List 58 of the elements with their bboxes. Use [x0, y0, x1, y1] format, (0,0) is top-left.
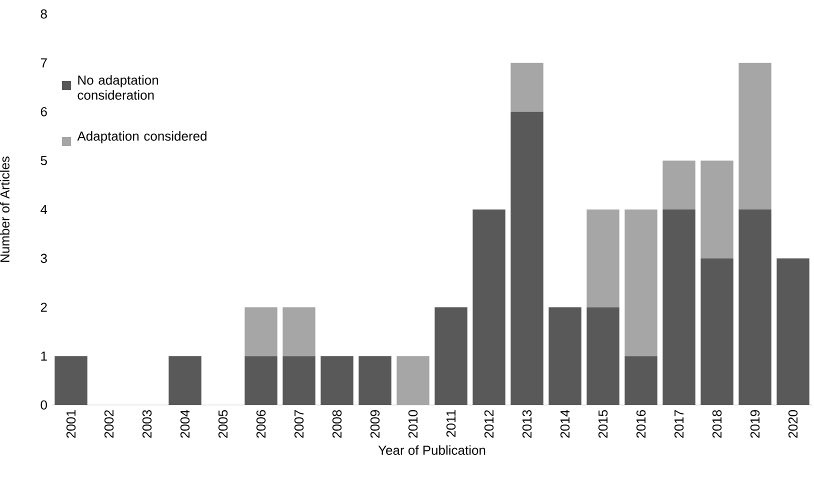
bar — [320, 356, 354, 405]
y-tick-label: 2 — [40, 302, 47, 312]
bar — [244, 307, 278, 356]
bar — [738, 209, 772, 405]
x-tick-label: 2009 — [370, 410, 380, 438]
bar — [624, 356, 658, 405]
x-tick-label: 2001 — [66, 410, 76, 438]
bar — [624, 209, 658, 356]
y-tick-label: 0 — [40, 400, 47, 410]
x-tick-label: 2015 — [598, 410, 608, 438]
x-tick-label: 2019 — [750, 410, 760, 438]
x-tick-label: 2007 — [294, 410, 304, 438]
y-axis-title: Number of Articles — [0, 156, 10, 262]
x-tick-label: 2002 — [104, 410, 114, 438]
bar — [510, 112, 544, 405]
bar — [548, 307, 582, 405]
bar — [282, 307, 316, 356]
x-tick-label: 2013 — [522, 410, 532, 438]
bar — [700, 160, 734, 258]
x-tick-label: 2006 — [256, 410, 266, 438]
bar — [586, 307, 620, 405]
bar — [586, 209, 620, 308]
x-tick-label: 2012 — [484, 410, 494, 438]
bar — [738, 62, 772, 210]
bar — [662, 160, 696, 210]
legend-label: Adaptation considered — [77, 131, 206, 144]
bar — [168, 356, 202, 405]
bar — [396, 356, 430, 405]
y-tick-label: 5 — [40, 156, 47, 166]
x-tick-label: 2010 — [408, 410, 418, 438]
x-tick-label: 2008 — [332, 410, 342, 438]
x-tick-label: 2014 — [560, 410, 570, 438]
bar — [776, 258, 810, 405]
y-tick-label: 6 — [40, 107, 47, 116]
x-tick-label: 2017 — [674, 410, 684, 438]
y-tick-label: 3 — [40, 254, 47, 263]
x-tick-label: 2018 — [712, 410, 722, 438]
x-tick-label: 2020 — [788, 410, 798, 438]
y-tick-label: 4 — [40, 205, 48, 214]
x-axis-title: Year of Publication — [378, 445, 486, 455]
x-tick-label: 2011 — [446, 410, 456, 437]
bar — [700, 258, 734, 405]
x-tick-label: 2003 — [142, 410, 152, 438]
bar — [434, 307, 468, 405]
x-tick-label: 2005 — [218, 410, 228, 438]
x-tick-label: 2004 — [180, 410, 190, 438]
bar — [282, 356, 316, 405]
x-tick-label: 2016 — [636, 410, 646, 438]
bar — [358, 356, 392, 405]
bar — [510, 62, 544, 112]
bar — [244, 356, 278, 405]
legend-label: No adaptation consideration — [78, 75, 158, 100]
y-tick-label: 1 — [41, 352, 47, 361]
bar — [54, 356, 88, 405]
bar — [472, 209, 506, 405]
y-tick-label: 7 — [40, 58, 47, 68]
bar — [662, 209, 696, 405]
y-tick-label: 8 — [40, 9, 47, 19]
